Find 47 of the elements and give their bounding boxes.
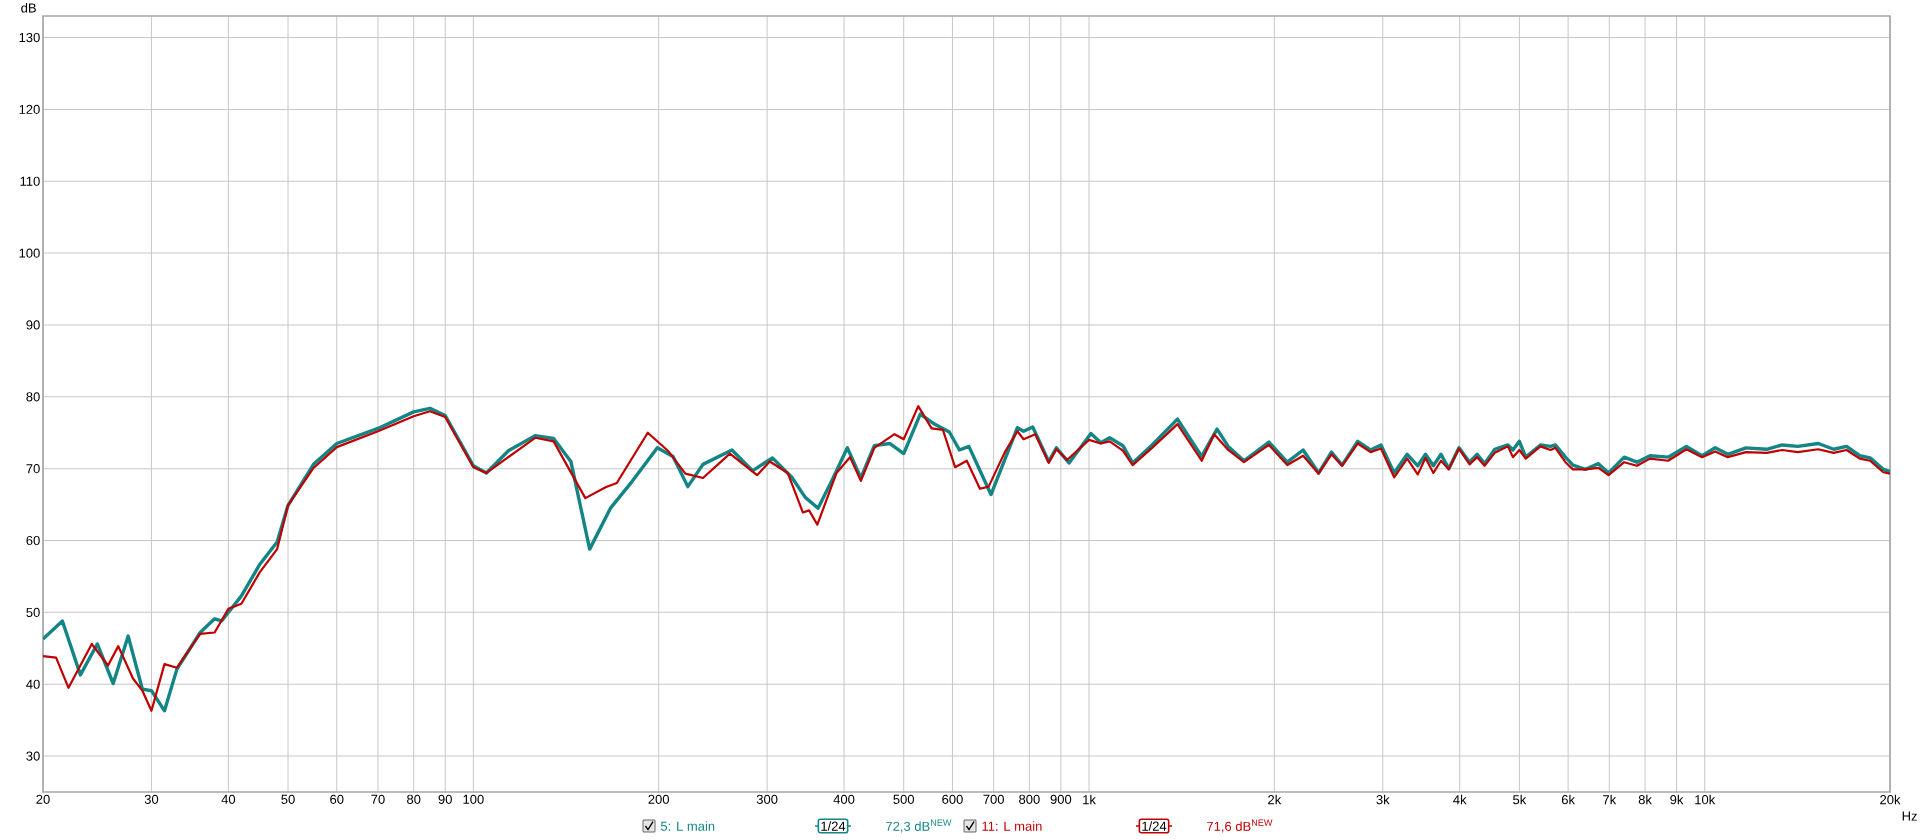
y-tick-label: 60 — [26, 535, 40, 546]
y-tick-label: 120 — [19, 104, 40, 114]
text: 72,3 dB$^{NEW}$ — [886, 819, 952, 833]
x-tick-label: 500 — [893, 794, 915, 804]
text: 5: L main — [660, 821, 715, 831]
x-tick-label: 900 — [1050, 794, 1072, 804]
x-tick-label: 600 — [942, 794, 963, 804]
y-tick-label: 80 — [26, 392, 40, 402]
text: 71,6 dB$^{NEW}$ — [1207, 819, 1273, 833]
x-tick-label: 200 — [648, 794, 670, 804]
y-tick-label: 30 — [26, 751, 40, 761]
y-tick-label: 70 — [26, 464, 40, 474]
x-tick-label: 20k — [1880, 794, 1901, 805]
x-tick-label: 400 — [833, 794, 855, 804]
y-tick-label: 90 — [26, 320, 40, 330]
x-tick-label: 40 — [221, 794, 236, 804]
x-tick-label: 300 — [756, 794, 778, 804]
y-tick-label: 130 — [19, 32, 40, 43]
y-tick-label: 50 — [26, 607, 40, 617]
x-tick-label: 7k — [1603, 794, 1617, 805]
x-tick-label: 100 — [463, 794, 484, 804]
x-tick-label: 800 — [1019, 794, 1040, 804]
x-tick-label: 4k — [1453, 794, 1467, 805]
x-tick-label: 700 — [983, 794, 1004, 804]
x-tick-label: 60 — [330, 794, 344, 804]
y-tick-label: 40 — [26, 679, 40, 689]
y-tick-label: 110 — [20, 176, 40, 186]
y-axis-title: dB — [21, 3, 36, 13]
x-tick-label: 10k — [1695, 794, 1716, 805]
text: 1/24 — [821, 821, 846, 831]
x-tick-label: 8k — [1638, 794, 1652, 805]
x-tick-label: 80 — [407, 794, 421, 804]
x-axis-title: Hz — [1902, 811, 1917, 821]
x-tick-label: 6k — [1561, 794, 1576, 805]
x-tick-label: 5k — [1513, 794, 1527, 805]
x-tick-label: 70 — [371, 794, 385, 804]
x-tick-label: 1k — [1083, 794, 1096, 805]
text: 1/24 — [1142, 821, 1167, 831]
text: 11: L main — [982, 821, 1042, 831]
x-tick-label: 50 — [281, 794, 295, 804]
x-tick-label: 90 — [438, 794, 452, 804]
x-tick-label: 20 — [36, 794, 50, 804]
y-tick-label: 100 — [19, 248, 40, 258]
x-tick-label: 3k — [1376, 794, 1390, 805]
x-tick-label: 9k — [1670, 794, 1684, 805]
x-tick-label: 2k — [1268, 794, 1282, 805]
x-tick-label: 30 — [144, 794, 159, 804]
